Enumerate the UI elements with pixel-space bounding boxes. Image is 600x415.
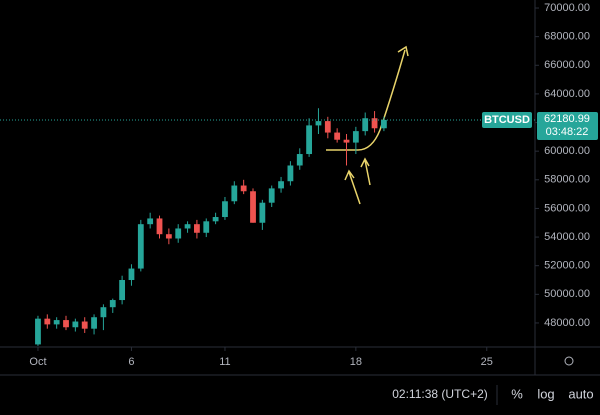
candle-body <box>362 118 369 132</box>
candle-body <box>343 139 350 143</box>
candle-body <box>109 300 116 308</box>
x-tick-label: 25 <box>481 356 493 368</box>
candle-body <box>268 188 275 203</box>
candle-body <box>296 154 303 166</box>
countdown-label: 03:48:22 <box>546 126 589 138</box>
candle-body <box>137 224 144 269</box>
candle-body <box>324 121 331 133</box>
annotation <box>326 45 409 205</box>
candle-body <box>334 132 341 140</box>
candle-body <box>240 185 247 192</box>
last-price-label: 62180.99 <box>544 113 590 125</box>
candle-body <box>119 280 126 301</box>
candle-body <box>72 321 79 328</box>
auto-button[interactable]: auto <box>568 386 593 401</box>
y-tick-label: 50000.00 <box>544 288 590 300</box>
candle-body <box>128 268 135 281</box>
symbol-box <box>482 111 532 128</box>
settings-icon[interactable] <box>564 356 574 366</box>
y-tick-label: 52000.00 <box>544 260 590 272</box>
symbol-label: BTCUSD <box>484 114 530 126</box>
candle-body <box>231 185 238 202</box>
y-tick-label: 70000.00 <box>544 2 590 14</box>
candle-body <box>315 121 322 126</box>
candle-body <box>100 307 107 318</box>
candle-body <box>91 317 97 329</box>
candle-body <box>381 119 387 129</box>
clock: 02:11:38 (UTC+2) <box>392 387 488 401</box>
log-button[interactable]: log <box>537 386 554 401</box>
candle-body <box>371 118 378 129</box>
candle-body <box>306 125 313 155</box>
y-tick-label: 60000.00 <box>544 145 590 157</box>
y-tick-label: 54000.00 <box>544 231 590 243</box>
y-tick-label: 64000.00 <box>544 88 590 100</box>
candle-body <box>44 318 51 325</box>
y-tick-label: 48000.00 <box>544 317 590 329</box>
candle-body <box>35 318 41 345</box>
x-tick-label: 11 <box>219 356 230 368</box>
price-box <box>537 111 598 140</box>
candle-body <box>259 202 266 223</box>
candle-body <box>250 191 256 223</box>
x-tick-label: Oct <box>29 356 46 368</box>
x-tick-label: 18 <box>350 356 362 368</box>
candle-body <box>175 228 182 239</box>
candle-body <box>194 224 200 233</box>
candle-body <box>203 221 210 233</box>
candle-body <box>287 165 294 182</box>
candle-body <box>184 224 191 229</box>
y-tick-label: 66000.00 <box>544 59 590 71</box>
candle-body <box>81 321 88 329</box>
candle-body <box>147 218 154 225</box>
candle-body <box>53 320 60 325</box>
candle-body <box>222 201 228 218</box>
x-tick-label: 6 <box>128 356 134 368</box>
candle-body <box>212 217 219 222</box>
candle-body <box>63 320 69 328</box>
candle-body <box>352 131 359 143</box>
candle-body <box>156 218 163 235</box>
candle-body <box>278 181 284 189</box>
percent-button[interactable]: % <box>511 386 523 401</box>
candle-body <box>165 234 172 239</box>
y-tick-label: 58000.00 <box>544 174 590 186</box>
y-tick-label: 68000.00 <box>544 31 590 43</box>
y-tick-label: 56000.00 <box>544 202 590 214</box>
